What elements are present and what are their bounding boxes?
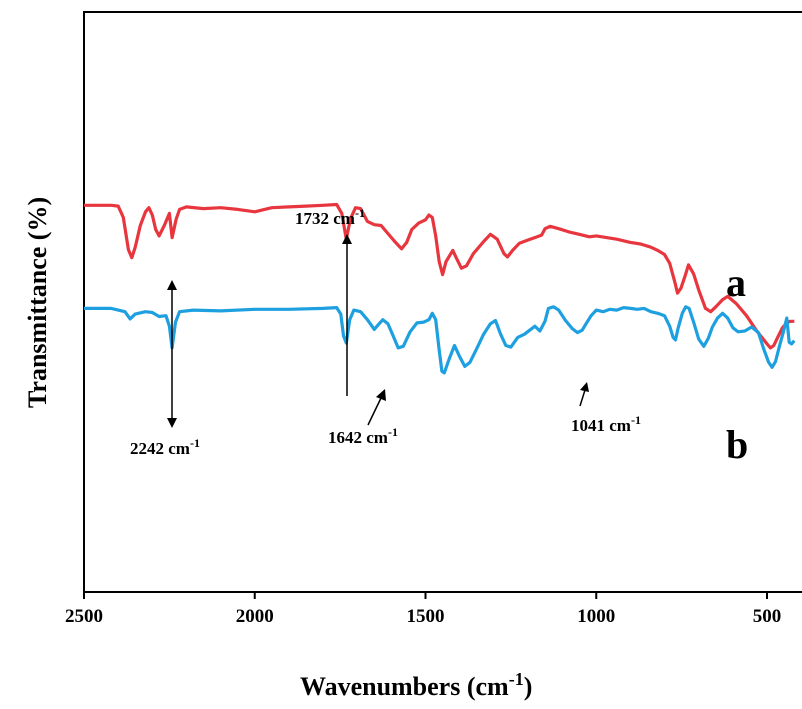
annotation-1041: 1041 cm-1 <box>571 413 641 435</box>
annotation-layer: 2242 cm-1 1732 cm-1 1642 cm-1 1041 cm-1 <box>130 206 641 458</box>
x-tick-label-2500: 2500 <box>65 606 103 627</box>
plot-frame <box>83 11 802 593</box>
series-label-a: a <box>726 260 746 305</box>
arrow-2242-head-bottom <box>167 418 177 428</box>
arrow-2242-head-top <box>167 280 177 290</box>
series-label-b: b <box>726 422 748 467</box>
annotation-1732: 1732 cm-1 <box>295 206 365 228</box>
x-tick-label-500: 500 <box>753 606 782 627</box>
arrow-1642-head <box>376 389 386 401</box>
arrow-1041-head <box>580 382 589 392</box>
y-axis-title: Transmittance (%) <box>23 197 52 408</box>
arrow-1041-line <box>579 389 586 407</box>
x-axis-title: Wavenumbers (cm-1) <box>300 669 532 701</box>
arrow-1642-line <box>367 397 382 426</box>
arrow-1732-head <box>342 234 352 244</box>
series-line-a <box>84 202 795 350</box>
annotation-1642: 1642 cm-1 <box>328 425 398 447</box>
series-line-b <box>84 305 796 375</box>
annotation-2242: 2242 cm-1 <box>130 436 200 458</box>
x-tick-label-1000: 1000 <box>577 606 615 627</box>
x-tick-label-1500: 1500 <box>407 606 445 627</box>
x-tick-label-2000: 2000 <box>236 606 274 627</box>
series-layer <box>84 202 796 375</box>
x-axis: 2500 2000 1500 1000 500 <box>65 592 781 627</box>
